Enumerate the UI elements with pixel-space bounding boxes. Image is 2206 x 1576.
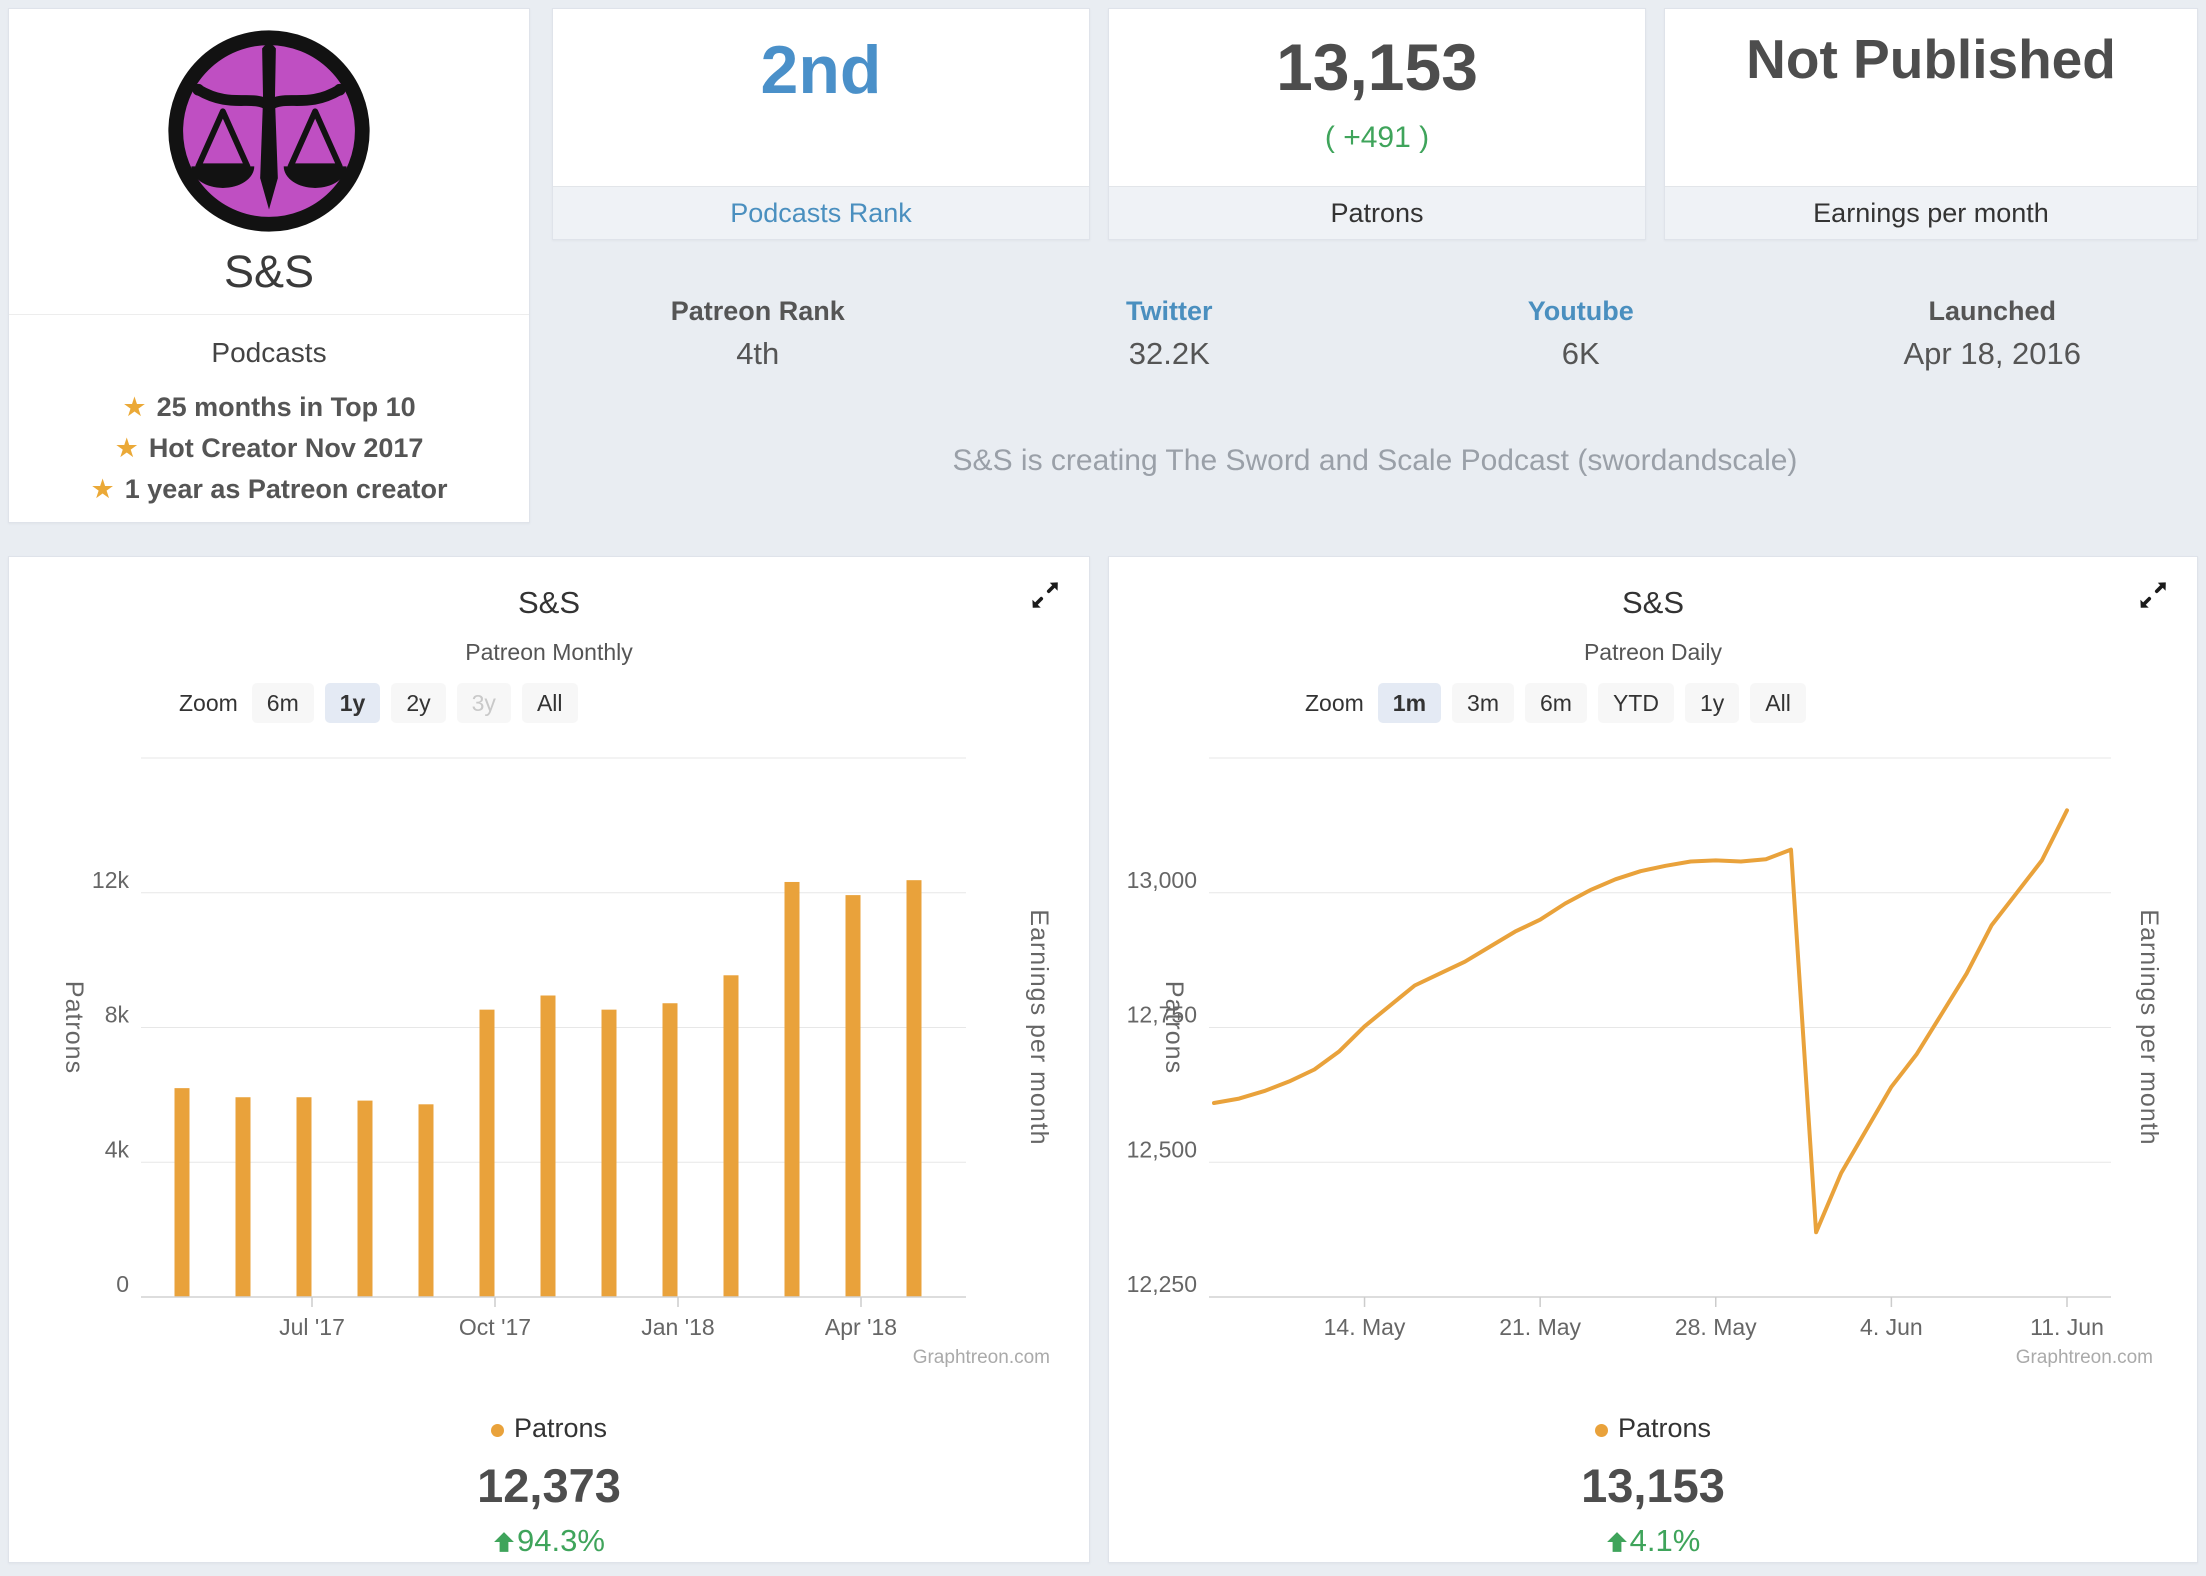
chart-title: S&S [1621,585,1685,620]
earnings-card-label: Earnings per month [1665,186,2197,239]
podcasts-rank-value: 2nd [760,32,882,108]
svg-text:0: 0 [116,1271,129,1297]
chart-title: S&S [517,585,581,620]
zoom-button-all[interactable]: All [1750,683,1806,723]
podcasts-rank-link[interactable]: Podcasts Rank [730,198,912,228]
profile-name: S&S [223,246,315,297]
watermark: Graphtreon.com [2016,1347,2153,1368]
patrons-card-label: Patrons [1109,186,1645,239]
star-icon: ★ [90,474,115,504]
svg-text:8k: 8k [105,1002,130,1028]
tagline: S&S is creating The Sword and Scale Podc… [952,444,1798,477]
svg-text:12,500: 12,500 [1127,1136,1197,1162]
zoom-label: Zoom [1305,689,1364,716]
y-axis-title: Patrons [60,981,88,1074]
legend-label[interactable]: Patrons [1617,1413,1712,1443]
chart-subtitle: Patreon Daily [1583,639,1723,665]
zoom-button-6m[interactable]: 6m [251,683,314,723]
zoom-button-1m[interactable]: 1m [1377,683,1442,723]
zoom-button-group: 1m 3m 6m YTD 1y All [1377,683,1817,723]
svg-text:12,750: 12,750 [1127,1002,1197,1028]
stat-value: Apr 18, 2016 [1903,336,2082,371]
stat-value: 6K [1561,336,1600,371]
svg-text:11. Jun: 11. Jun [2030,1314,2104,1340]
zoom-button-group: 6m 1y 2y 3y All [251,683,589,723]
patreon-daily-chart-card: S&S Patreon Daily Zoom 1m 3m 6m YTD 1y All 14… [1108,556,2198,1563]
achievement-item: ★ 1 year as Patreon creator [9,469,529,510]
y2-axis-title: Earnings per month [2135,909,2163,1145]
profile-category: Podcasts [211,337,327,368]
zoom-button-6m[interactable]: 6m [1525,683,1587,723]
podcasts-rank-card: 2nd Podcasts Rank [552,8,1090,240]
zoom-button-all[interactable]: All [521,683,578,723]
svg-text:28. May: 28. May [1675,1314,1757,1340]
divider [9,314,529,315]
legend-marker [1594,1424,1608,1437]
patreon-monthly-chart-card: S&S Patreon Monthly Zoom 6m 1y 2y 3y All Jul… [8,556,1090,1563]
svg-text:4k: 4k [105,1136,130,1162]
svg-text:Jul '17: Jul '17 [279,1314,345,1340]
svg-text:4. Jun: 4. Jun [1860,1314,1923,1340]
chart-subtitle: Patreon Monthly [465,639,633,665]
star-icon: ★ [114,433,139,463]
achievement-text: 25 months in Top 10 [156,392,416,422]
expand-icon[interactable] [1029,579,1063,613]
zoom-button-3m[interactable]: 3m [1452,683,1514,723]
stat-label: Launched [1928,296,2056,326]
svg-text:14. May: 14. May [1324,1314,1406,1340]
patrons-count: 13,153 [1276,30,1478,104]
zoom-button-1y[interactable]: 1y [1684,683,1740,723]
star-icon: ★ [122,392,147,422]
earnings-card: Not Published Earnings per month [1664,8,2198,240]
up-arrow-icon [1606,1532,1627,1552]
svg-text:Apr '18: Apr '18 [825,1314,897,1340]
zoom-label: Zoom [179,689,238,716]
achievement-text: 1 year as Patreon creator [124,474,448,504]
stat-item: Patreon Rank 4th [552,296,964,372]
achievements-list: ★ 25 months in Top 10 ★ Hot Creator Nov 201… [9,387,529,510]
legend-marker [490,1424,504,1437]
up-arrow-icon [494,1532,514,1552]
monthly-bar-chart[interactable]: Jul '17 Oct '17 Jan '18 Apr '18 0 4k 8k 12k Patr… [9,741,1091,1396]
legend-change: 94.3% [9,1523,1089,1559]
profile-card: S&S Podcasts ★ 25 months in Top 10 ★ Hot Cr… [8,8,530,523]
scales-of-justice-icon [168,30,370,232]
earnings-value: Not Published [1746,28,2116,90]
daily-line-chart[interactable]: 14. May 21. May 28. May 4. Jun 11. Jun 12,250… [1109,741,2199,1396]
patrons-card: 13,153 ( +491 ) Patrons [1108,8,1646,240]
legend-change: 4.1% [1109,1523,2197,1559]
achievement-item: ★ Hot Creator Nov 2017 [9,428,529,469]
svg-text:Jan '18: Jan '18 [641,1314,714,1340]
watermark: Graphtreon.com [913,1347,1050,1368]
svg-text:12k: 12k [92,867,130,893]
y-axis-title: Patrons [1160,981,1188,1074]
svg-text:Oct '17: Oct '17 [459,1314,531,1340]
zoom-button-ytd[interactable]: YTD [1597,683,1674,723]
stat-label[interactable]: Twitter [1126,296,1213,326]
stat-item: Launched Apr 18, 2016 [1787,296,2199,372]
stat-label[interactable]: Youtube [1527,296,1634,326]
zoom-button-3y: 3y [456,683,511,723]
stats-row: Patreon Rank 4th Twitter 32.2K Youtube 6K Laun… [552,296,2198,372]
legend-value: 12,373 [477,1459,621,1512]
svg-text:12,250: 12,250 [1127,1271,1197,1297]
svg-text:13,000: 13,000 [1127,867,1197,893]
achievement-text: Hot Creator Nov 2017 [148,433,424,463]
stat-value: 4th [736,336,780,371]
y2-axis-title: Earnings per month [1025,909,1053,1145]
patrons-change: ( +491 ) [1324,121,1430,154]
achievement-item: ★ 25 months in Top 10 [9,387,529,428]
expand-icon[interactable] [2137,579,2171,613]
stat-value: 32.2K [1128,336,1210,371]
stat-item: Twitter 32.2K [964,296,1376,372]
legend-label[interactable]: Patrons [513,1413,608,1443]
zoom-button-2y[interactable]: 2y [391,683,446,723]
stat-item: Youtube 6K [1375,296,1787,372]
legend-value: 13,153 [1581,1459,1725,1512]
stat-label: Patreon Rank [670,296,845,326]
avatar [9,23,529,244]
svg-text:21. May: 21. May [1499,1314,1581,1340]
zoom-button-1y[interactable]: 1y [324,683,381,723]
